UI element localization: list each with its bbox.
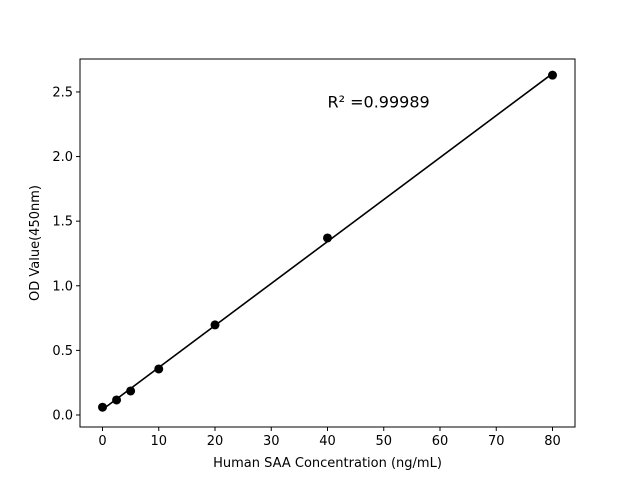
x-axis-label: Human SAA Concentration (ng/mL) — [213, 456, 442, 471]
y-tick-label: 2.0 — [52, 150, 73, 165]
data-point — [548, 70, 557, 80]
data-point — [154, 364, 164, 374]
x-tick-label: 50 — [375, 434, 392, 449]
data-point — [210, 320, 220, 330]
data-point — [323, 233, 332, 243]
y-tick-label: 0.0 — [52, 408, 73, 423]
data-point — [98, 402, 107, 412]
y-tick-label: 2.5 — [52, 85, 73, 100]
x-tick-label: 10 — [150, 434, 167, 449]
y-tick-label: 0.5 — [52, 344, 73, 359]
x-tick-label: 20 — [207, 434, 224, 449]
data-point — [112, 395, 122, 405]
x-tick-label: 0 — [98, 434, 106, 449]
y-axis-label: OD Value(450nm) — [28, 185, 43, 301]
x-tick-label: 40 — [319, 434, 336, 449]
annotation-r2: R² =0.99989 — [328, 92, 430, 111]
x-tick-label: 70 — [488, 434, 505, 449]
y-tick-label: 1.0 — [52, 279, 73, 294]
x-tick-label: 60 — [432, 434, 449, 449]
x-tick-label: 80 — [544, 434, 561, 449]
y-tick-label: 1.5 — [52, 215, 73, 230]
data-point — [126, 386, 136, 396]
x-tick-label: 30 — [263, 434, 280, 449]
